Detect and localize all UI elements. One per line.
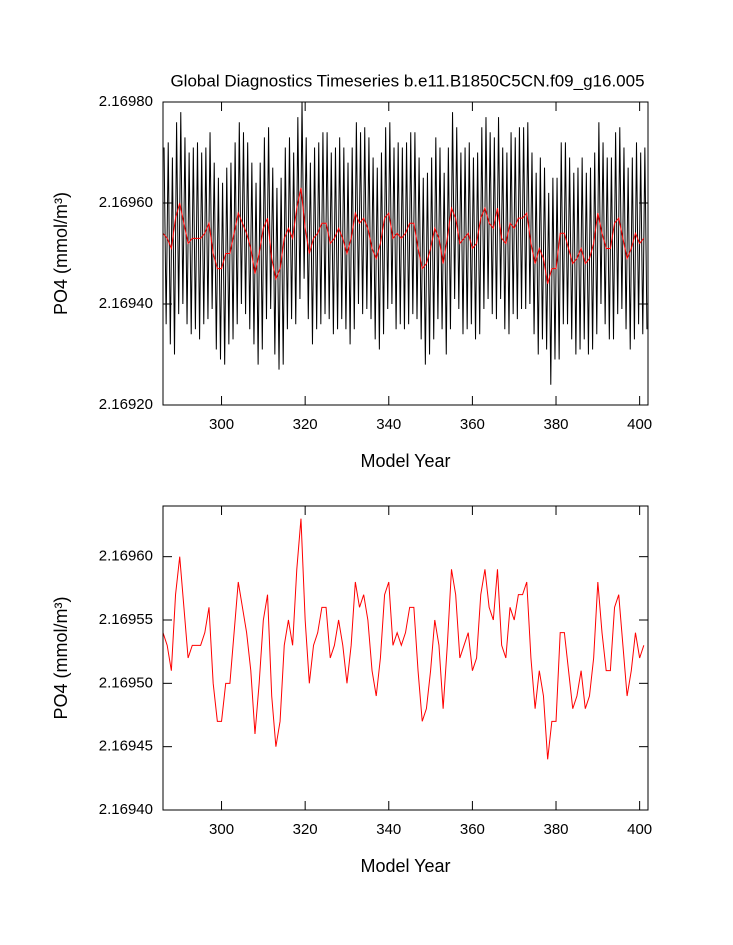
- y-tick-label: 2.16980: [99, 93, 153, 110]
- y-tick-label: 2.16960: [99, 548, 153, 565]
- x-tick-label: 340: [376, 416, 401, 433]
- x-tick-label: 400: [627, 416, 652, 433]
- x-axis-label: Model Year: [360, 856, 450, 876]
- plot-frame: [162, 101, 649, 406]
- y-tick-label: 2.16920: [99, 396, 153, 413]
- x-axis-label: Model Year: [360, 451, 450, 471]
- x-tick-label: 340: [376, 821, 401, 838]
- y-axis-label: PO4 (mmol/m³): [51, 597, 71, 720]
- y-tick-label: 2.16955: [99, 611, 153, 628]
- x-tick-label: 300: [209, 821, 234, 838]
- y-axis-label: PO4 (mmol/m³): [51, 192, 71, 315]
- x-tick-label: 320: [293, 821, 318, 838]
- y-tick-label: 2.16950: [99, 674, 153, 691]
- y-tick-label: 2.16940: [99, 801, 153, 818]
- plot-area: [163, 518, 645, 760]
- data-line: [163, 518, 645, 760]
- x-tick-label: 360: [460, 416, 485, 433]
- x-tick-label: 320: [293, 416, 318, 433]
- y-tick-label: 2.16960: [99, 194, 153, 211]
- x-tick-label: 360: [460, 821, 485, 838]
- x-tick-label: 300: [209, 416, 234, 433]
- x-tick-label: 400: [627, 821, 652, 838]
- plot-area: [163, 102, 648, 385]
- chart-title: Global Diagnostics Timeseries b.e11.B185…: [170, 71, 644, 90]
- y-tick-label: 2.16940: [99, 295, 153, 312]
- x-tick-label: 380: [544, 416, 569, 433]
- x-tick-label: 380: [544, 821, 569, 838]
- data-line: [163, 187, 645, 284]
- plot-frame: [162, 505, 649, 811]
- y-tick-label: 2.16945: [99, 738, 153, 755]
- data-line: [163, 102, 648, 385]
